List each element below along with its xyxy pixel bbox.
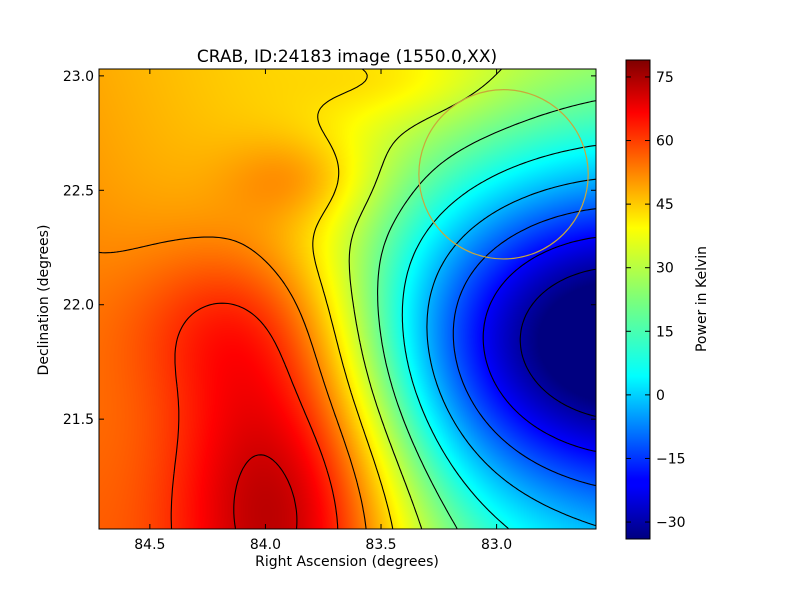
colorbar-tick-label: 45	[656, 197, 674, 213]
contour-line	[401, 144, 596, 529]
x-tick-label: 84.5	[134, 537, 165, 553]
colorbar-ticks: 75 60 45 30 15 0 −15 −30	[626, 70, 686, 531]
colorbar-frame	[625, 59, 651, 540]
contour-line	[170, 302, 339, 529]
colorbar-tick-label: −15	[656, 451, 686, 467]
y-tick-label: 21.5	[63, 412, 94, 428]
contour-line	[452, 208, 596, 487]
colorbar-tick-label: 15	[656, 324, 674, 340]
x-axis-label: Right Ascension (degrees)	[255, 554, 439, 570]
contour-line	[233, 454, 298, 529]
colorbar: 75 60 45 30 15 0 −15 −30 Power in Kelvin	[625, 59, 710, 540]
contour-line	[99, 236, 367, 529]
colorbar-tick-label: 30	[656, 261, 674, 277]
plot-frame	[98, 68, 597, 530]
y-tick-label: 22.5	[63, 183, 94, 199]
y-tick-label: 23.0	[63, 69, 94, 85]
contour-line	[426, 178, 596, 527]
colorbar-tick-label: 60	[656, 134, 674, 150]
contour-line	[519, 268, 596, 417]
x-tick-label: 83.0	[481, 537, 512, 553]
beam-circle	[418, 88, 589, 260]
colorbar-label: Power in Kelvin	[694, 246, 710, 352]
contour-line	[377, 100, 596, 529]
heatmap-image	[99, 69, 596, 529]
contour-line	[482, 236, 596, 452]
heatmap-area	[99, 69, 596, 529]
y-tick-label: 22.0	[63, 298, 94, 314]
chart-title: CRAB, ID:24183 image (1550.0,XX)	[197, 47, 497, 67]
colorbar-tick-label: 75	[656, 70, 674, 86]
y-axis-label: Declination (degrees)	[36, 225, 52, 376]
y-axis-ticks: 21.5 22.0 22.5 23.0	[63, 69, 596, 428]
x-axis-ticks: 84.5 84.0 83.5 83.0	[134, 69, 512, 553]
colorbar-tick-label: −30	[656, 515, 686, 531]
colorbar-tick-label: 0	[656, 388, 665, 404]
contour-lines	[99, 69, 596, 529]
x-tick-label: 83.5	[365, 537, 396, 553]
colorbar-gradient	[626, 60, 650, 539]
x-tick-label: 84.0	[250, 537, 281, 553]
